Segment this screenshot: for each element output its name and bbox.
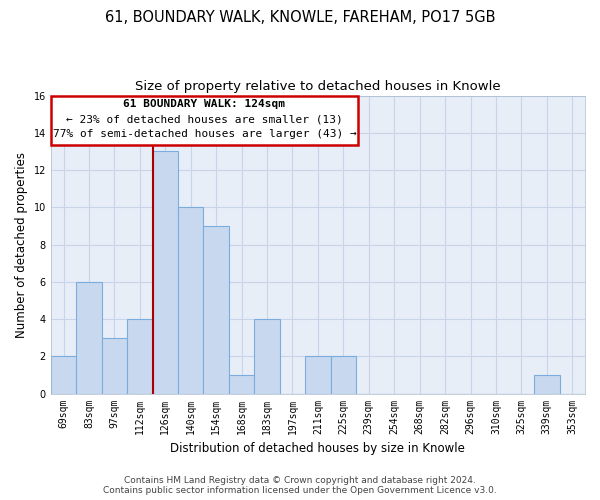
Bar bbox=[305, 356, 331, 394]
Bar bbox=[178, 208, 203, 394]
Text: 61, BOUNDARY WALK, KNOWLE, FAREHAM, PO17 5GB: 61, BOUNDARY WALK, KNOWLE, FAREHAM, PO17… bbox=[105, 10, 495, 25]
Bar bbox=[229, 375, 254, 394]
Bar bbox=[534, 375, 560, 394]
X-axis label: Distribution of detached houses by size in Knowle: Distribution of detached houses by size … bbox=[170, 442, 466, 455]
Bar bbox=[127, 319, 152, 394]
Text: Contains HM Land Registry data © Crown copyright and database right 2024.
Contai: Contains HM Land Registry data © Crown c… bbox=[103, 476, 497, 495]
Title: Size of property relative to detached houses in Knowle: Size of property relative to detached ho… bbox=[135, 80, 501, 93]
Bar bbox=[152, 152, 178, 394]
Bar bbox=[51, 356, 76, 394]
Y-axis label: Number of detached properties: Number of detached properties bbox=[15, 152, 28, 338]
Bar bbox=[331, 356, 356, 394]
Text: 77% of semi-detached houses are larger (43) →: 77% of semi-detached houses are larger (… bbox=[53, 129, 356, 139]
FancyBboxPatch shape bbox=[51, 96, 358, 144]
Text: ← 23% of detached houses are smaller (13): ← 23% of detached houses are smaller (13… bbox=[66, 114, 343, 124]
Bar bbox=[203, 226, 229, 394]
Text: 61 BOUNDARY WALK: 124sqm: 61 BOUNDARY WALK: 124sqm bbox=[124, 99, 286, 109]
Bar bbox=[76, 282, 101, 394]
Bar bbox=[254, 319, 280, 394]
Bar bbox=[101, 338, 127, 394]
